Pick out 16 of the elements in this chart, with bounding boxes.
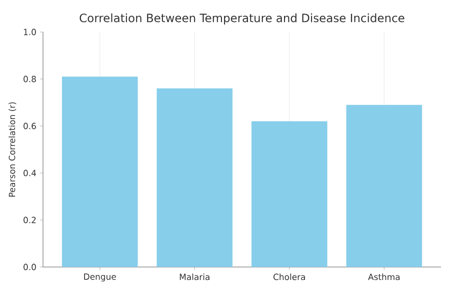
y-tick-label: 0.4 [24,170,36,176]
bar [251,121,328,267]
y-tick-label: 0.6 [24,122,36,130]
chart-title: Correlation Between Temperature and Disease Incidence [80,13,404,24]
bar [156,88,233,267]
y-tick-label: 0.8 [24,76,36,82]
x-tick-label: Dengue [84,274,116,282]
y-tick-label: 1.0 [24,28,36,36]
bar [346,104,422,267]
x-tick-label: Cholera [274,274,305,280]
x-tick-label: Malaria [180,274,210,280]
x-tick-label: Asthma [368,274,400,280]
y-axis-title: Pearson Correlation (r) [8,102,16,197]
y-tick-label: 0.0 [24,264,36,270]
y-tick-label: 0.2 [24,216,36,224]
bar [62,76,138,267]
